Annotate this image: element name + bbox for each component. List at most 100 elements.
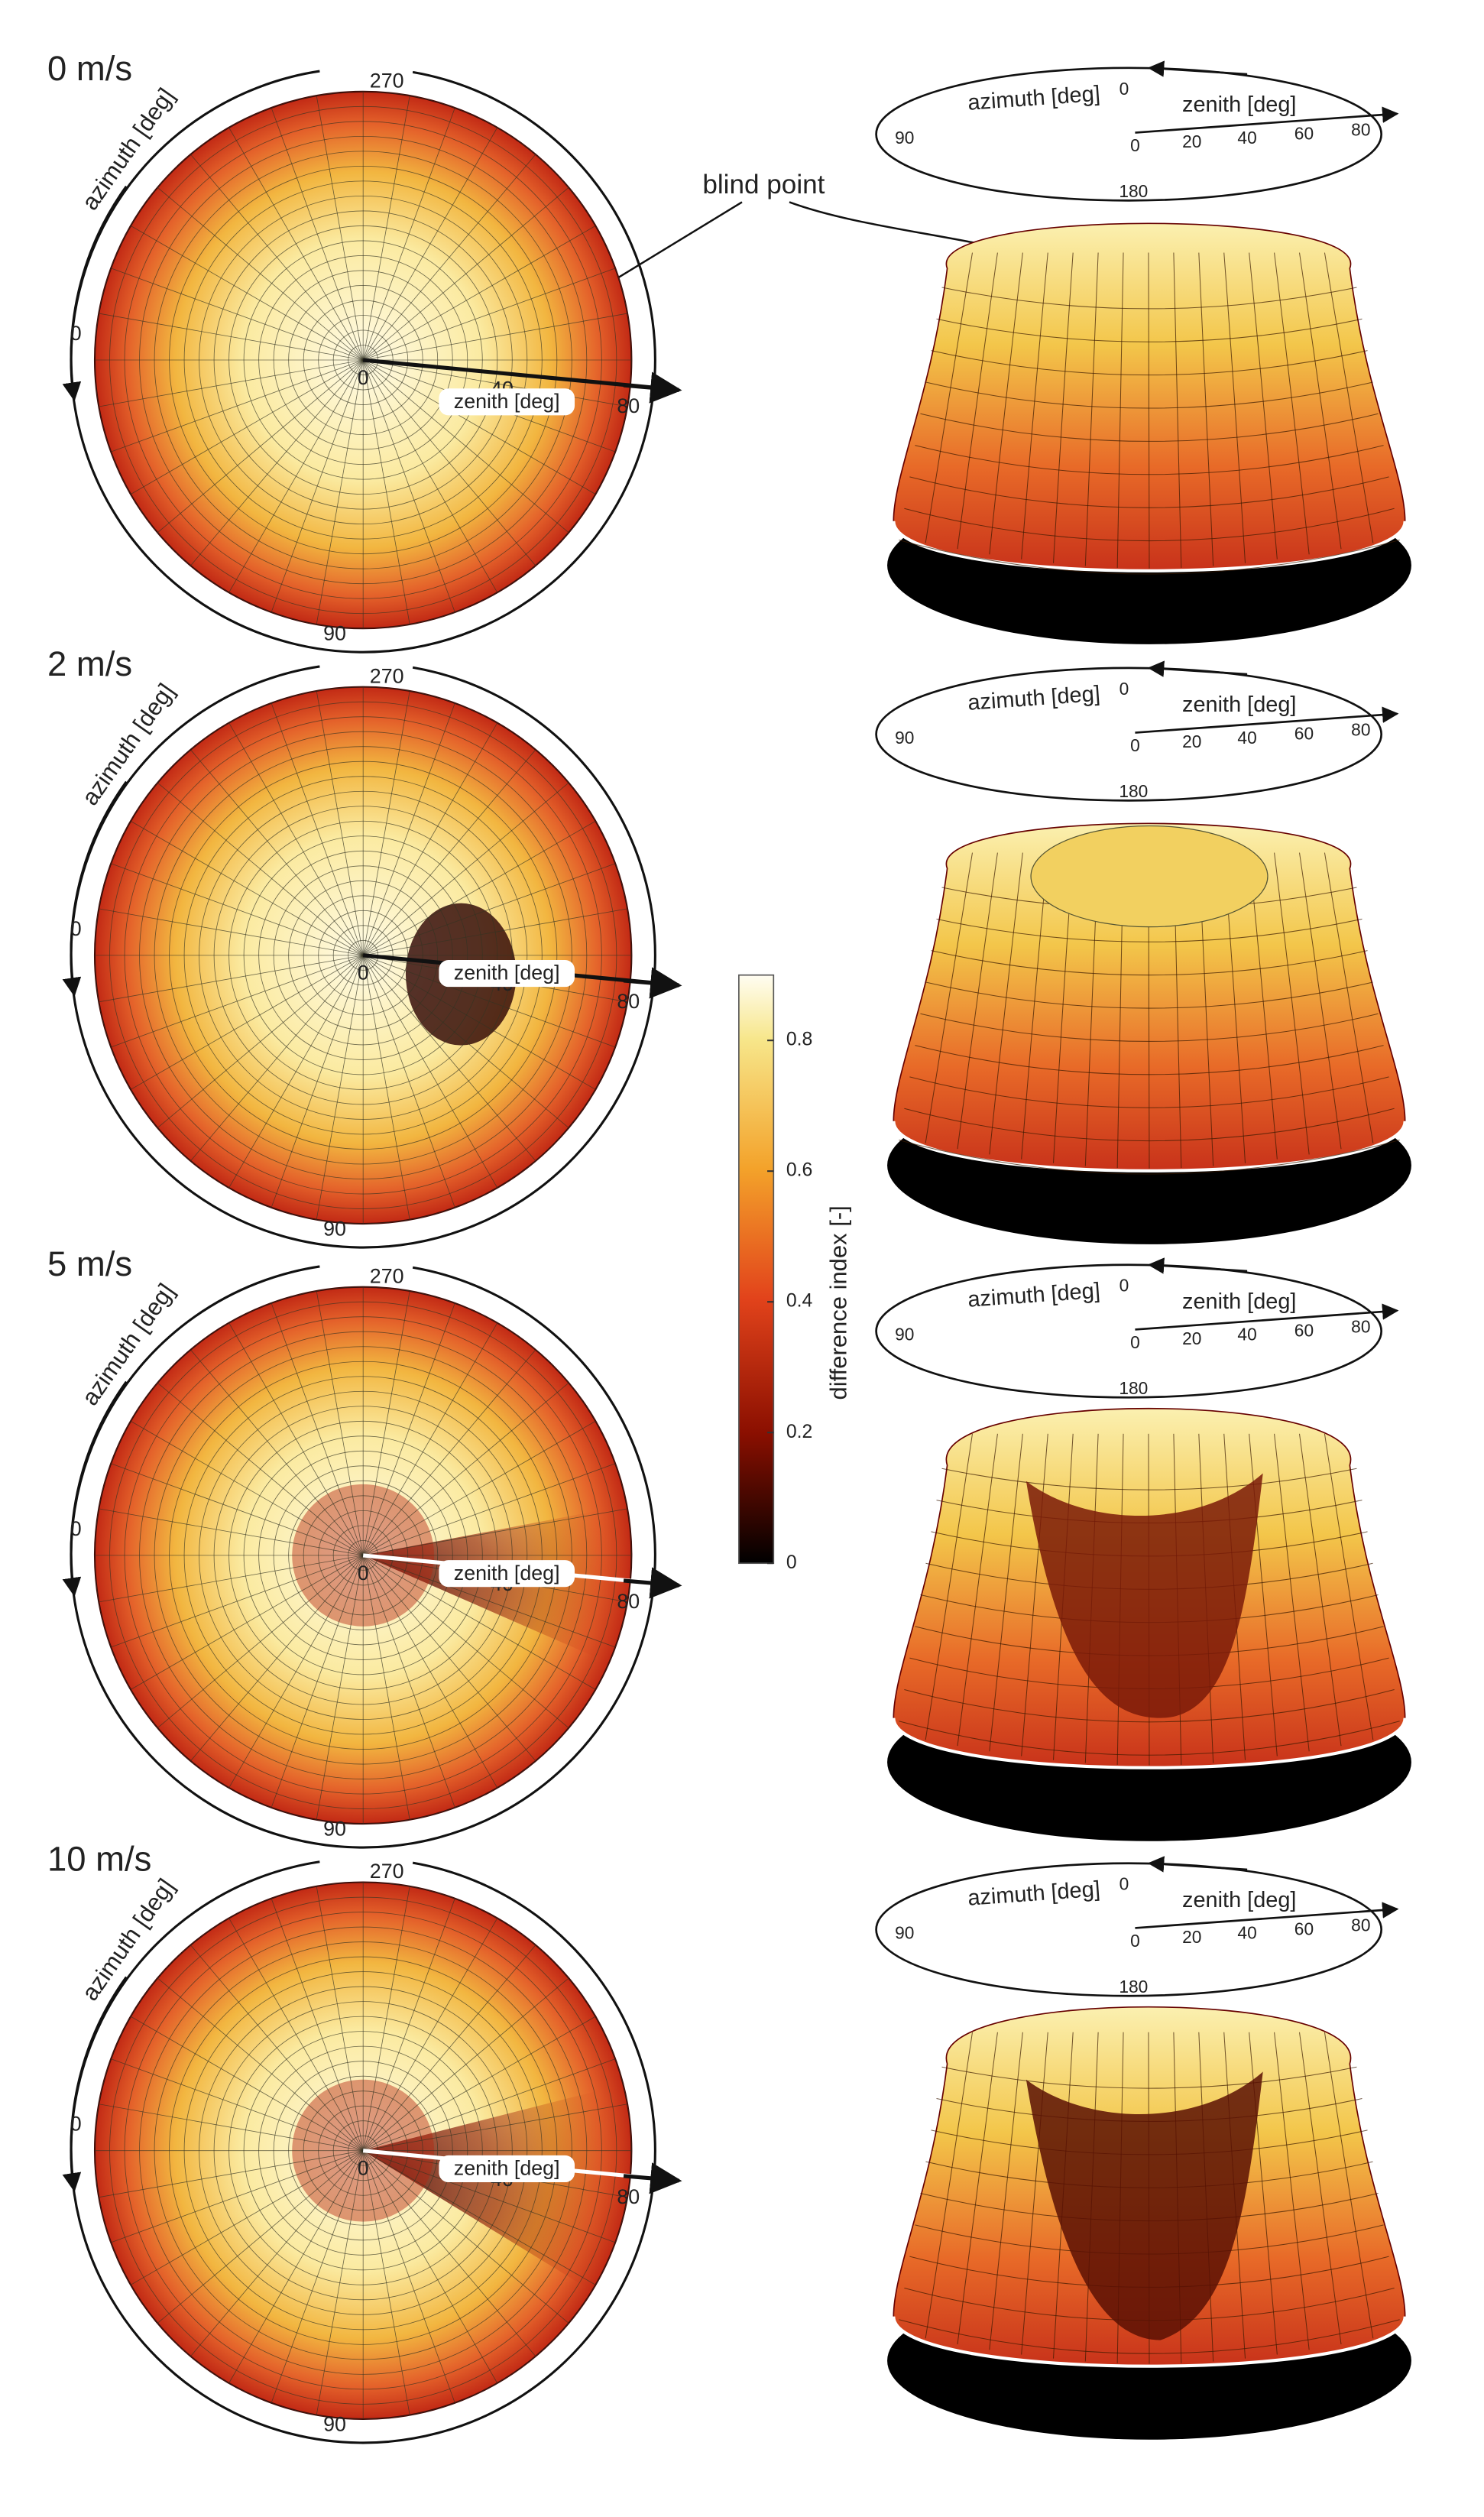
grid-spoke xyxy=(362,359,536,566)
azimuth-tick-label: 180 xyxy=(1119,1977,1148,1996)
grid-spoke xyxy=(362,749,536,956)
grid-spoke xyxy=(157,2150,364,2324)
surface-mesh xyxy=(1298,1433,1342,1747)
zenith-tick-label: 80 xyxy=(1351,719,1370,739)
grid-spoke xyxy=(362,955,410,1220)
zenith-arrow xyxy=(1135,706,1399,734)
grid-spoke xyxy=(362,1420,596,1556)
surface-mesh xyxy=(1173,252,1182,568)
surface-mesh xyxy=(925,852,973,1143)
grid-spoke xyxy=(362,225,596,361)
grid-spoke xyxy=(316,955,364,1220)
grid-spoke xyxy=(157,187,364,361)
surface-mesh xyxy=(1298,2032,1342,2345)
grid-spoke xyxy=(228,955,364,1189)
grid-spoke xyxy=(228,1322,364,1556)
azimuth-arrow xyxy=(1147,1257,1248,1274)
surface-mesh xyxy=(1299,852,1342,1150)
grid-spoke xyxy=(271,1898,364,2151)
grid-spoke xyxy=(130,359,364,495)
grid-spoke xyxy=(362,1349,536,1556)
zenith-tick-label: 60 xyxy=(1294,1919,1314,1939)
zenith-arrow xyxy=(623,2162,682,2194)
grid-spoke xyxy=(363,1555,616,1648)
grid-spoke xyxy=(271,1555,364,1808)
surface-mesh xyxy=(1198,252,1214,566)
colorbar-tick-label: 0.2 xyxy=(786,1422,812,1442)
azimuth-tick-label: 270 xyxy=(370,664,404,687)
surface-rim xyxy=(892,521,1407,572)
zenith-arrow xyxy=(1135,1303,1399,1331)
azimuth-label: azimuth [deg] xyxy=(967,1877,1100,1911)
grid-spoke xyxy=(362,2150,410,2415)
azimuth-tick-label: 270 xyxy=(370,1860,404,1883)
surface-mesh xyxy=(1274,252,1310,555)
panel-title: 5 m/s xyxy=(47,1244,132,1283)
grid-spoke xyxy=(362,359,569,534)
colorbar-tick-label: 0.8 xyxy=(786,1030,812,1050)
grid-spoke xyxy=(99,2150,364,2198)
grid-spoke xyxy=(363,2103,628,2152)
surface-mesh xyxy=(1249,2032,1278,2355)
grid-spoke xyxy=(228,2150,364,2384)
surface-mesh xyxy=(941,287,1357,310)
grid-spoke xyxy=(99,955,364,1003)
grid-spoke xyxy=(316,1555,364,1820)
surface-mesh xyxy=(957,852,998,1150)
grid-spoke xyxy=(362,702,455,955)
surface-mesh xyxy=(941,2066,1357,2089)
azimuth-arrow xyxy=(1147,1856,1248,1873)
grid-spoke xyxy=(228,127,364,361)
surface-mesh xyxy=(915,445,1384,475)
zenith-tick-label: 20 xyxy=(1182,1328,1201,1348)
surface-mesh xyxy=(931,350,1368,376)
surface-mesh xyxy=(1223,252,1246,563)
grid-spoke xyxy=(99,1555,364,1603)
azimuth-tick-label: 90 xyxy=(895,1923,914,1943)
zenith-label: zenith [deg] xyxy=(454,390,560,413)
grid-spoke xyxy=(362,154,536,361)
grid-spoke xyxy=(111,2150,364,2243)
grid-spoke xyxy=(362,107,455,361)
zenith-tick-label: 0 xyxy=(1130,1332,1140,1352)
grid-spoke xyxy=(362,127,498,361)
grid-spoke xyxy=(271,359,364,613)
surface-mesh xyxy=(1274,2032,1310,2350)
colorbar xyxy=(738,974,775,1565)
zenith-label-bg xyxy=(439,1560,575,1588)
grid-spoke xyxy=(363,1508,628,1556)
azimuth-ellipse xyxy=(875,667,1383,802)
grid-spoke xyxy=(362,1555,536,1762)
surface-mesh xyxy=(989,1433,1023,1752)
grid-spoke xyxy=(130,955,364,1090)
zenith-label: zenith [deg] xyxy=(1182,92,1296,117)
zenith-label-bg xyxy=(439,2155,575,2183)
azimuth-tick-label: 90 xyxy=(895,728,914,748)
zenith-tick-label: 80 xyxy=(1351,119,1370,139)
surface-mesh xyxy=(936,318,1362,342)
zenith-label: zenith [deg] xyxy=(454,1562,560,1584)
grid-spoke xyxy=(362,1945,536,2151)
colorbar-label: difference index [-] xyxy=(825,1205,851,1400)
grid-spoke xyxy=(228,1918,364,2151)
grid-spoke xyxy=(157,359,364,534)
azimuth-arrow xyxy=(62,1380,128,1597)
grid-spoke xyxy=(271,1302,364,1556)
grid-spoke xyxy=(362,1302,455,1556)
grid-spoke xyxy=(362,2150,536,2357)
azimuth-label: azimuth [deg] xyxy=(967,82,1100,115)
zenith-arrow xyxy=(623,371,682,404)
zenith-tick-label: 40 xyxy=(1237,1923,1256,1943)
surface-mesh xyxy=(989,2032,1023,2350)
grid-spoke xyxy=(130,2016,364,2152)
zenith-tick-label: 0 xyxy=(1130,1931,1140,1951)
azimuth-arrow xyxy=(62,1976,128,2192)
grid-spoke xyxy=(362,782,569,956)
surface-panel: azimuth [deg] zenith [deg] 0 90 180 0 20 40 60 80 xyxy=(875,60,1411,644)
zenith-tick-label: 80 xyxy=(1351,1316,1370,1336)
zenith-tick-label: 80 xyxy=(1351,1915,1370,1935)
surface-mesh xyxy=(941,1468,1357,1490)
surface-mesh xyxy=(925,981,1373,1009)
azimuth-tick-label: 90 xyxy=(895,128,914,148)
azimuth-arrow xyxy=(62,185,128,402)
